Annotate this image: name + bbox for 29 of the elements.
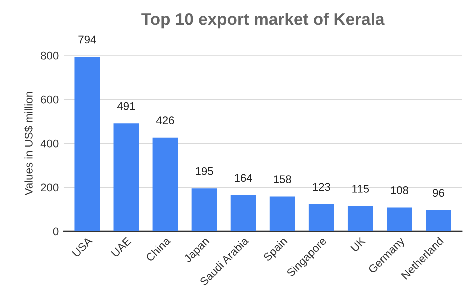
chart-title: Top 10 export market of Kerala (142, 13, 385, 29)
data-label: 491 (117, 102, 136, 110)
bar (230, 195, 256, 232)
data-label: 158 (274, 176, 292, 184)
bar (270, 196, 296, 232)
data-label: 123 (313, 183, 330, 192)
bar (74, 56, 100, 232)
data-label: 108 (391, 186, 408, 194)
data-label: 96 (433, 189, 444, 198)
data-label: 164 (235, 174, 252, 182)
y-tick-label: 0 (53, 228, 59, 236)
y-tick-label: 400 (40, 140, 59, 148)
y-tick-label: 800 (41, 52, 59, 60)
x-tick-label: UK (350, 236, 366, 252)
y-tick-label: 200 (41, 184, 59, 192)
y-tick-label: 600 (41, 96, 59, 104)
x-tick-label: USA (72, 236, 94, 258)
bar (348, 206, 374, 232)
data-label: 426 (156, 116, 174, 125)
data-label: 794 (78, 36, 96, 44)
bar (387, 208, 412, 232)
bar (192, 188, 218, 232)
y-axis-title: Values in US$ million (24, 92, 34, 196)
bar (114, 124, 140, 232)
bar (426, 210, 452, 232)
bar (308, 204, 334, 232)
bar (152, 138, 178, 232)
data-label: 195 (196, 167, 214, 176)
data-label: 115 (352, 185, 370, 193)
